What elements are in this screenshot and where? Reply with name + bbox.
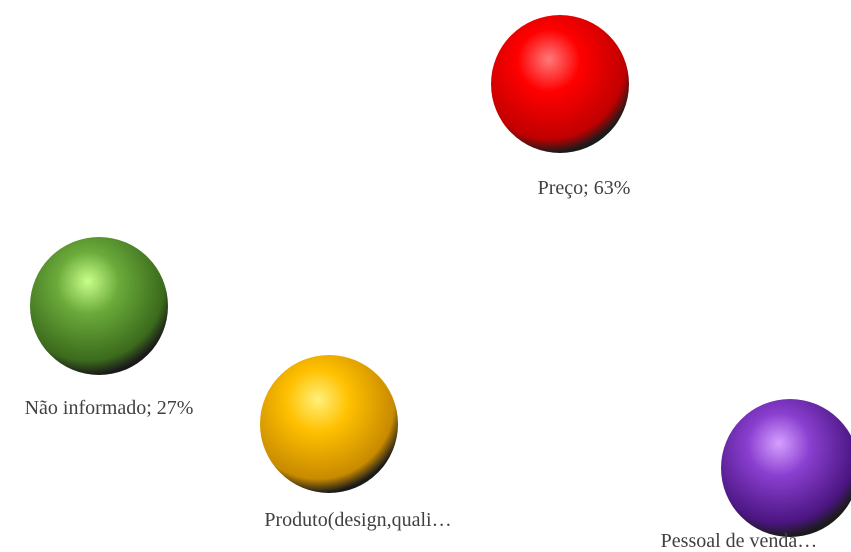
bubble-pre-o-63	[491, 15, 629, 153]
data-label-n-o-informado-27: Não informado; 27%	[25, 397, 194, 419]
bubble-n-o-informado-27	[30, 237, 168, 375]
bubble-pessoal-de-venda	[721, 399, 851, 537]
label-layer: Preço; 63% Não informado; 27% Produto(desi…	[25, 177, 818, 552]
data-label-pre-o-63: Preço; 63%	[538, 177, 631, 199]
bubble-produto-design-quali	[260, 355, 398, 493]
data-label-produto-design-quali: Produto(design,quali…	[264, 509, 451, 531]
data-label-pessoal-de-venda: Pessoal de venda…	[661, 530, 818, 552]
bubble-layer	[30, 15, 851, 537]
